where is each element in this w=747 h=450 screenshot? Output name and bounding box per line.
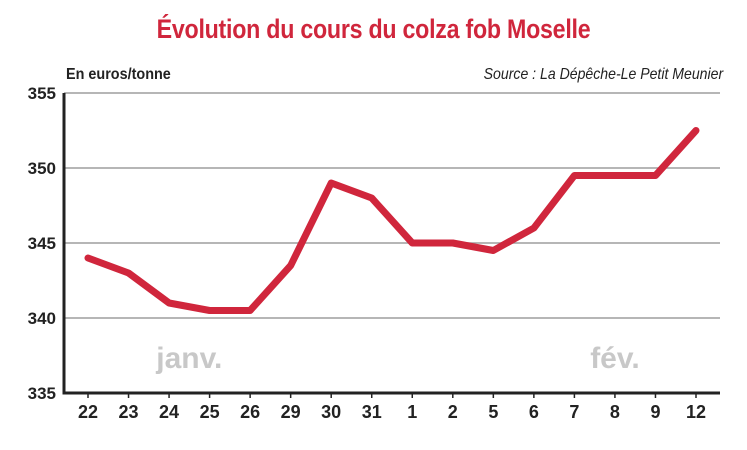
x-tick-label: 7 <box>569 402 579 422</box>
y-tick-label: 335 <box>28 384 56 403</box>
x-tick-label: 8 <box>610 402 620 422</box>
y-tick-label: 355 <box>28 84 56 103</box>
grid-lines <box>64 92 720 319</box>
y-tick-label: 350 <box>28 159 56 178</box>
x-tick-label: 25 <box>200 402 220 422</box>
x-tick-label: 9 <box>650 402 660 422</box>
x-tick-label: 23 <box>119 402 139 422</box>
month-annotation: fév. <box>590 342 639 375</box>
month-annotations: janv. fév. <box>155 342 639 375</box>
axes <box>62 93 720 398</box>
x-tick-label: 6 <box>529 402 539 422</box>
x-tick-labels: 22 23 24 25 26 29 30 31 1 2 5 6 7 8 9 12 <box>78 402 706 422</box>
series-group <box>84 127 700 314</box>
y-tick-labels: 335 340 345 350 355 <box>28 84 56 403</box>
y-tick-label: 345 <box>28 234 56 253</box>
series-line <box>84 127 700 314</box>
x-tick-label: 29 <box>281 402 301 422</box>
x-tick-label: 5 <box>488 402 498 422</box>
x-tick-label: 1 <box>407 402 417 422</box>
x-tick-label: 12 <box>686 402 706 422</box>
x-tick-label: 2 <box>448 402 458 422</box>
chart-title: Évolution du cours du colza fob Moselle <box>156 14 591 44</box>
source-label: Source : La Dépêche-Le Petit Meunier <box>483 66 723 83</box>
x-tick-label: 22 <box>78 402 98 422</box>
y-tick-label: 340 <box>28 309 56 328</box>
y-axis-unit-label: En euros/tonne <box>66 66 171 83</box>
x-tick-label: 24 <box>159 402 179 422</box>
x-tick-label: 30 <box>321 402 341 422</box>
x-tick-label: 26 <box>240 402 260 422</box>
x-tick-label: 31 <box>362 402 382 422</box>
month-annotation: janv. <box>155 342 222 375</box>
